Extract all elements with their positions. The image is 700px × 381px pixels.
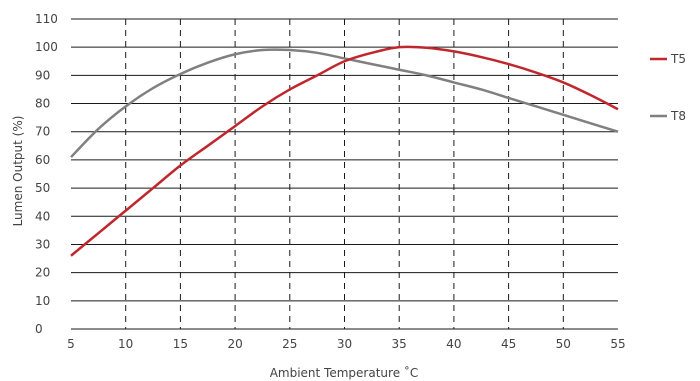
y-tick-label: 0 [35,322,43,336]
legend: T5 T8 [650,52,686,123]
x-tick-label: 5 [67,337,75,351]
y-tick-label: 20 [35,266,50,280]
y-axis-title: Lumen Output (%) [11,116,25,227]
y-tick-label: 110 [35,12,58,26]
tick-labels: 0 10 20 30 40 50 60 70 80 90 100 110 5 10 15 20 25 30 35 40… [35,12,626,351]
x-axis-title: Ambient Temperature ˚C [270,365,419,380]
y-tick-label: 30 [35,237,50,251]
y-tick-label: 40 [35,209,50,223]
x-tick-label: 20 [227,337,242,351]
legend-label-t5: T5 [670,52,686,66]
x-tick-label: 30 [337,337,352,351]
y-tick-label: 100 [35,40,58,54]
y-tick-label: 10 [35,294,50,308]
series-line-t8 [70,48,619,158]
grid [71,18,618,330]
series-layer [70,45,619,257]
x-tick-label: 40 [446,337,461,351]
x-tick-label: 55 [610,337,625,351]
y-tick-label: 60 [35,153,50,167]
x-tick-label: 45 [501,337,516,351]
x-tick-label: 35 [392,337,407,351]
x-tick-label: 15 [173,337,188,351]
y-tick-label: 50 [35,181,50,195]
y-tick-label: 70 [35,125,50,139]
y-tick-label: 80 [35,97,50,111]
series-line-t5 [70,45,619,257]
x-tick-label: 25 [282,337,297,351]
x-tick-label: 50 [556,337,571,351]
x-tick-label: 10 [118,337,133,351]
y-tick-label: 90 [35,68,50,82]
legend-label-t8: T8 [670,109,686,123]
